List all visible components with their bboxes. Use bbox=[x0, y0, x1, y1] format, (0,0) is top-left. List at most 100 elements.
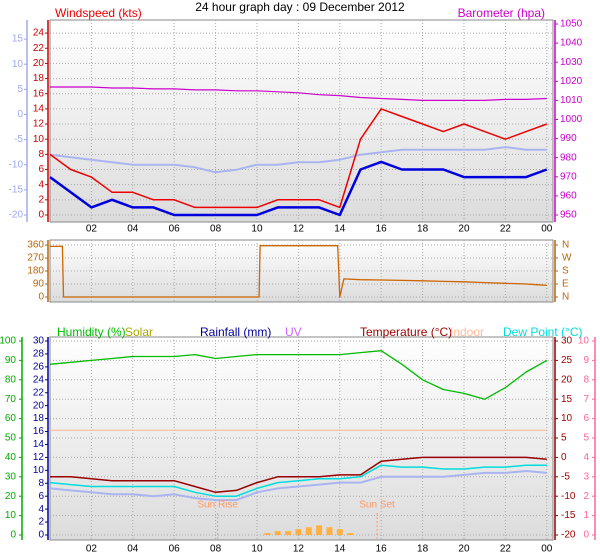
y-tick-label: 10 bbox=[12, 59, 24, 70]
solar-bar bbox=[305, 527, 312, 535]
y-tick-label: -10 bbox=[561, 491, 576, 502]
series-line bbox=[49, 470, 547, 502]
y-tick-label: 12 bbox=[33, 119, 45, 130]
y-tick-label: 40 bbox=[5, 452, 17, 463]
y-tick-label: 20 bbox=[33, 400, 45, 411]
legend-label: Temperature (°C) bbox=[360, 325, 452, 339]
x-tick-label: 02 bbox=[86, 224, 98, 235]
x-tick-label: 16 bbox=[376, 544, 388, 555]
y-tick-label: 26 bbox=[33, 362, 45, 373]
y-tick-label: 8 bbox=[583, 374, 589, 385]
y-tick-label: W bbox=[562, 253, 572, 264]
y-tick-label: 10 bbox=[561, 413, 573, 424]
solar-bar bbox=[326, 527, 333, 535]
y-tick-label: 16 bbox=[33, 88, 45, 99]
legend-label: Humidity (%) bbox=[57, 325, 126, 339]
y-tick-label: 70 bbox=[5, 394, 17, 405]
solar-bar bbox=[316, 525, 323, 535]
plot-area bbox=[49, 336, 554, 541]
y-tick-label: 1020 bbox=[560, 76, 583, 87]
y-tick-label: 4 bbox=[583, 452, 589, 463]
y-tick-label: 9 bbox=[583, 355, 589, 366]
y-tick-label: 8 bbox=[38, 478, 44, 489]
solar-bar bbox=[336, 529, 343, 535]
x-tick-label: 06 bbox=[169, 224, 181, 235]
y-tick-label: 960 bbox=[560, 191, 577, 202]
y-tick-label: 0 bbox=[583, 530, 589, 541]
y-tick-label: 18 bbox=[33, 73, 45, 84]
y-tick-label: 30 bbox=[5, 471, 17, 482]
series-line bbox=[49, 350, 548, 400]
y-tick-label: S bbox=[562, 266, 569, 277]
x-tick-label: 12 bbox=[293, 544, 305, 555]
x-tick-label: 20 bbox=[458, 224, 470, 235]
legend-label: Windspeed (kts) bbox=[55, 6, 142, 20]
y-tick-label: 80 bbox=[5, 374, 17, 385]
y-tick-label: 20 bbox=[561, 374, 573, 385]
y-tick-label: 60 bbox=[5, 413, 17, 424]
y-tick-label: 15 bbox=[12, 34, 24, 45]
y-tick-label: 6 bbox=[583, 413, 589, 424]
y-tick-label: 25 bbox=[561, 355, 573, 366]
y-tick-label: 1040 bbox=[560, 38, 583, 49]
y-tick-label: 360 bbox=[27, 240, 44, 251]
solar-bar bbox=[295, 529, 302, 535]
y-tick-label: 3 bbox=[583, 471, 589, 482]
y-tick-label: 22 bbox=[33, 43, 45, 54]
y-tick-label: 0 bbox=[10, 530, 16, 541]
y-tick-label: -5 bbox=[561, 471, 570, 482]
x-tick-label: 18 bbox=[417, 544, 429, 555]
y-tick-label: 16 bbox=[33, 426, 45, 437]
plot-area bbox=[49, 239, 554, 303]
y-tick-label: 30 bbox=[33, 336, 45, 347]
x-tick-label: 14 bbox=[334, 224, 346, 235]
x-tick-label: 18 bbox=[417, 224, 429, 235]
legend-label: Solar bbox=[125, 325, 153, 339]
x-tick-label: 14 bbox=[334, 544, 346, 555]
y-tick-label: E bbox=[562, 279, 569, 290]
plot-area bbox=[49, 19, 554, 223]
y-tick-label: 90 bbox=[5, 355, 17, 366]
sun-label: Sun Set bbox=[359, 500, 395, 511]
y-tick-label: -10 bbox=[9, 159, 24, 170]
y-tick-label: 950 bbox=[560, 210, 577, 221]
x-tick-label: 10 bbox=[251, 224, 263, 235]
solar-bar bbox=[274, 531, 281, 535]
y-tick-label: 0 bbox=[38, 210, 44, 221]
y-tick-label: N bbox=[562, 292, 569, 303]
y-tick-label: 4 bbox=[38, 504, 44, 515]
series-line bbox=[49, 146, 547, 174]
y-tick-label: 1000 bbox=[560, 114, 583, 125]
y-tick-label: 2 bbox=[583, 491, 589, 502]
x-tick-label: 06 bbox=[169, 544, 181, 555]
legend-label: Barometer (hpa) bbox=[458, 6, 545, 20]
y-tick-label: 270 bbox=[27, 253, 44, 264]
x-tick-label: 00 bbox=[541, 544, 553, 555]
y-tick-label: 20 bbox=[5, 491, 17, 502]
y-tick-label: 100 bbox=[0, 336, 16, 347]
y-tick-label: 6 bbox=[38, 164, 44, 175]
y-tick-label: 10 bbox=[578, 336, 590, 347]
y-tick-label: 22 bbox=[33, 387, 45, 398]
x-tick-label: 08 bbox=[210, 224, 222, 235]
y-tick-label: 10 bbox=[5, 510, 17, 521]
series-line bbox=[49, 108, 548, 209]
y-tick-label: 18 bbox=[33, 413, 45, 424]
series-line bbox=[49, 160, 548, 217]
y-tick-label: 30 bbox=[561, 336, 573, 347]
y-tick-label: 24 bbox=[33, 374, 45, 385]
y-tick-label: 15 bbox=[561, 394, 573, 405]
x-tick-label: 04 bbox=[127, 224, 139, 235]
y-tick-label: 5 bbox=[17, 84, 23, 95]
x-tick-label: 22 bbox=[500, 544, 512, 555]
y-tick-label: 8 bbox=[38, 149, 44, 160]
legend-label: Dew Point (°C) bbox=[503, 325, 582, 339]
series-line bbox=[50, 456, 547, 494]
y-tick-label: -15 bbox=[9, 185, 24, 196]
x-tick-label: 10 bbox=[251, 544, 263, 555]
y-tick-label: 0 bbox=[17, 109, 23, 120]
y-tick-label: 24 bbox=[33, 28, 45, 39]
y-tick-label: 28 bbox=[33, 349, 45, 360]
y-tick-label: 10 bbox=[33, 465, 45, 476]
y-tick-label: -20 bbox=[561, 530, 576, 541]
